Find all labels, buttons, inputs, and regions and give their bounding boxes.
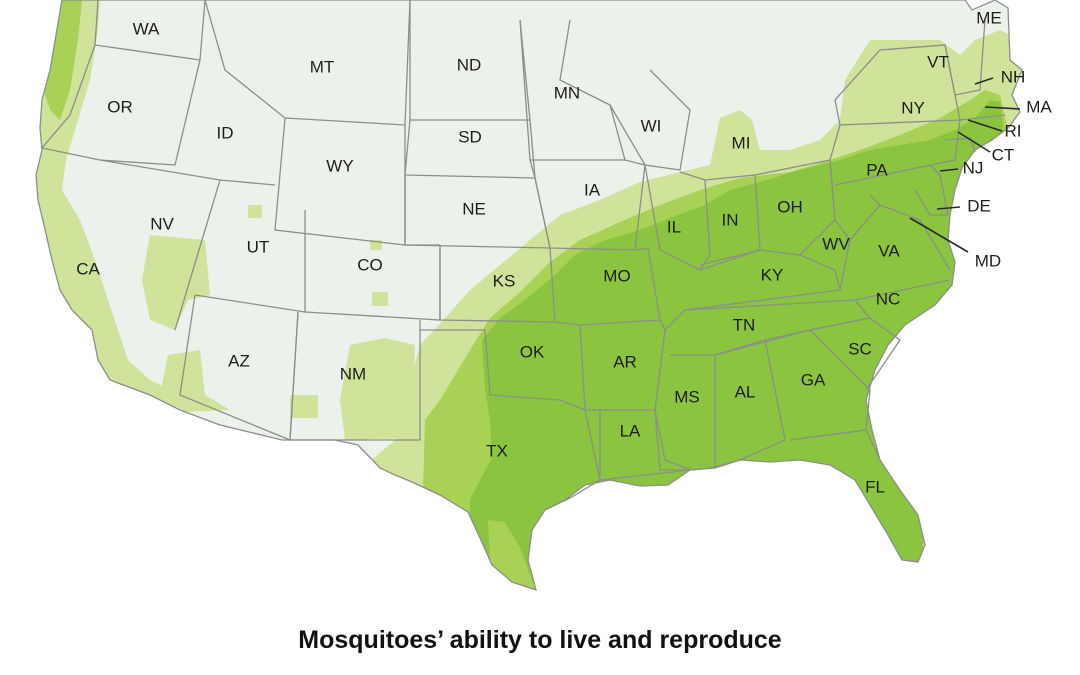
leader-ri — [967, 119, 1003, 132]
state-label-de: DE — [967, 196, 991, 215]
leader-nj — [939, 168, 959, 172]
map-caption: Mosquitoes’ ability to live and reproduc… — [298, 626, 782, 654]
state-label-ms: MS — [674, 387, 700, 406]
state-label-in: IN — [722, 210, 739, 229]
state-label-nv: NV — [150, 214, 174, 233]
state-label-or: OR — [107, 97, 133, 116]
state-label-ny: NY — [901, 98, 925, 117]
zone-low-west-coast — [36, 0, 180, 410]
state-label-nh: NH — [1001, 67, 1026, 86]
state-label-ok: OK — [520, 342, 545, 361]
suitability-zones — [36, 0, 1022, 590]
state-label-wi: WI — [641, 116, 662, 135]
zone-low-arizona — [160, 350, 230, 412]
state-label-ga: GA — [801, 370, 826, 389]
state-label-la: LA — [620, 421, 641, 440]
state-label-nj: NJ — [963, 158, 984, 177]
state-label-ma: MA — [1026, 97, 1052, 116]
state-label-nm: NM — [340, 364, 366, 383]
leader-ma — [984, 106, 1021, 110]
state-label-sd: SD — [458, 127, 482, 146]
zone-high-east — [470, 100, 1005, 590]
leader-de — [936, 206, 961, 210]
leader-lines — [909, 77, 1021, 253]
state-label-ne: NE — [462, 199, 486, 218]
state-borders — [35, 0, 1023, 591]
state-label-mt: MT — [310, 57, 335, 76]
state-label-mi: MI — [732, 133, 751, 152]
zone-low-nm — [340, 338, 415, 440]
leader-ct — [957, 131, 991, 153]
state-label-me: ME — [976, 8, 1002, 27]
state-label-oh: OH — [777, 197, 803, 216]
state-label-fl: FL — [865, 477, 885, 496]
state-label-wy: WY — [326, 156, 353, 175]
state-label-va: VA — [878, 241, 900, 260]
state-label-tx: TX — [486, 441, 508, 460]
us-map: WA OR CA ID NV MT WY UT AZ CO NM ND SD N… — [35, 0, 1052, 591]
state-label-ia: IA — [584, 180, 601, 199]
state-label-pa: PA — [866, 160, 888, 179]
leader-nh — [974, 77, 994, 85]
state-label-nc: NC — [876, 289, 901, 308]
state-label-mn: MN — [554, 83, 580, 102]
state-labels: WA OR CA ID NV MT WY UT AZ CO NM ND SD N… — [76, 8, 1052, 496]
state-label-wa: WA — [133, 19, 160, 38]
state-label-vt: VT — [927, 52, 949, 71]
state-label-tn: TN — [733, 315, 756, 334]
state-label-ky: KY — [761, 265, 784, 284]
zone-low-nevada — [142, 235, 210, 330]
state-label-co: CO — [357, 255, 383, 274]
state-label-wv: WV — [822, 234, 850, 253]
state-label-ri: RI — [1005, 121, 1022, 140]
state-label-al: AL — [735, 382, 756, 401]
state-label-ca: CA — [76, 259, 100, 278]
state-label-il: IL — [667, 217, 681, 236]
state-label-md: MD — [975, 251, 1001, 270]
zone-low-colorado — [370, 240, 388, 306]
state-label-az: AZ — [228, 351, 250, 370]
zone-low-az-2 — [290, 395, 318, 418]
zone-low-utah — [248, 205, 262, 218]
state-label-id: ID — [217, 123, 234, 142]
leader-md — [909, 217, 969, 253]
state-label-mo: MO — [603, 266, 630, 285]
state-label-sc: SC — [848, 339, 872, 358]
state-label-ut: UT — [247, 237, 270, 256]
state-label-nd: ND — [457, 55, 482, 74]
state-label-ct: CT — [992, 145, 1015, 164]
state-label-ks: KS — [493, 271, 516, 290]
state-label-ar: AR — [613, 352, 637, 371]
